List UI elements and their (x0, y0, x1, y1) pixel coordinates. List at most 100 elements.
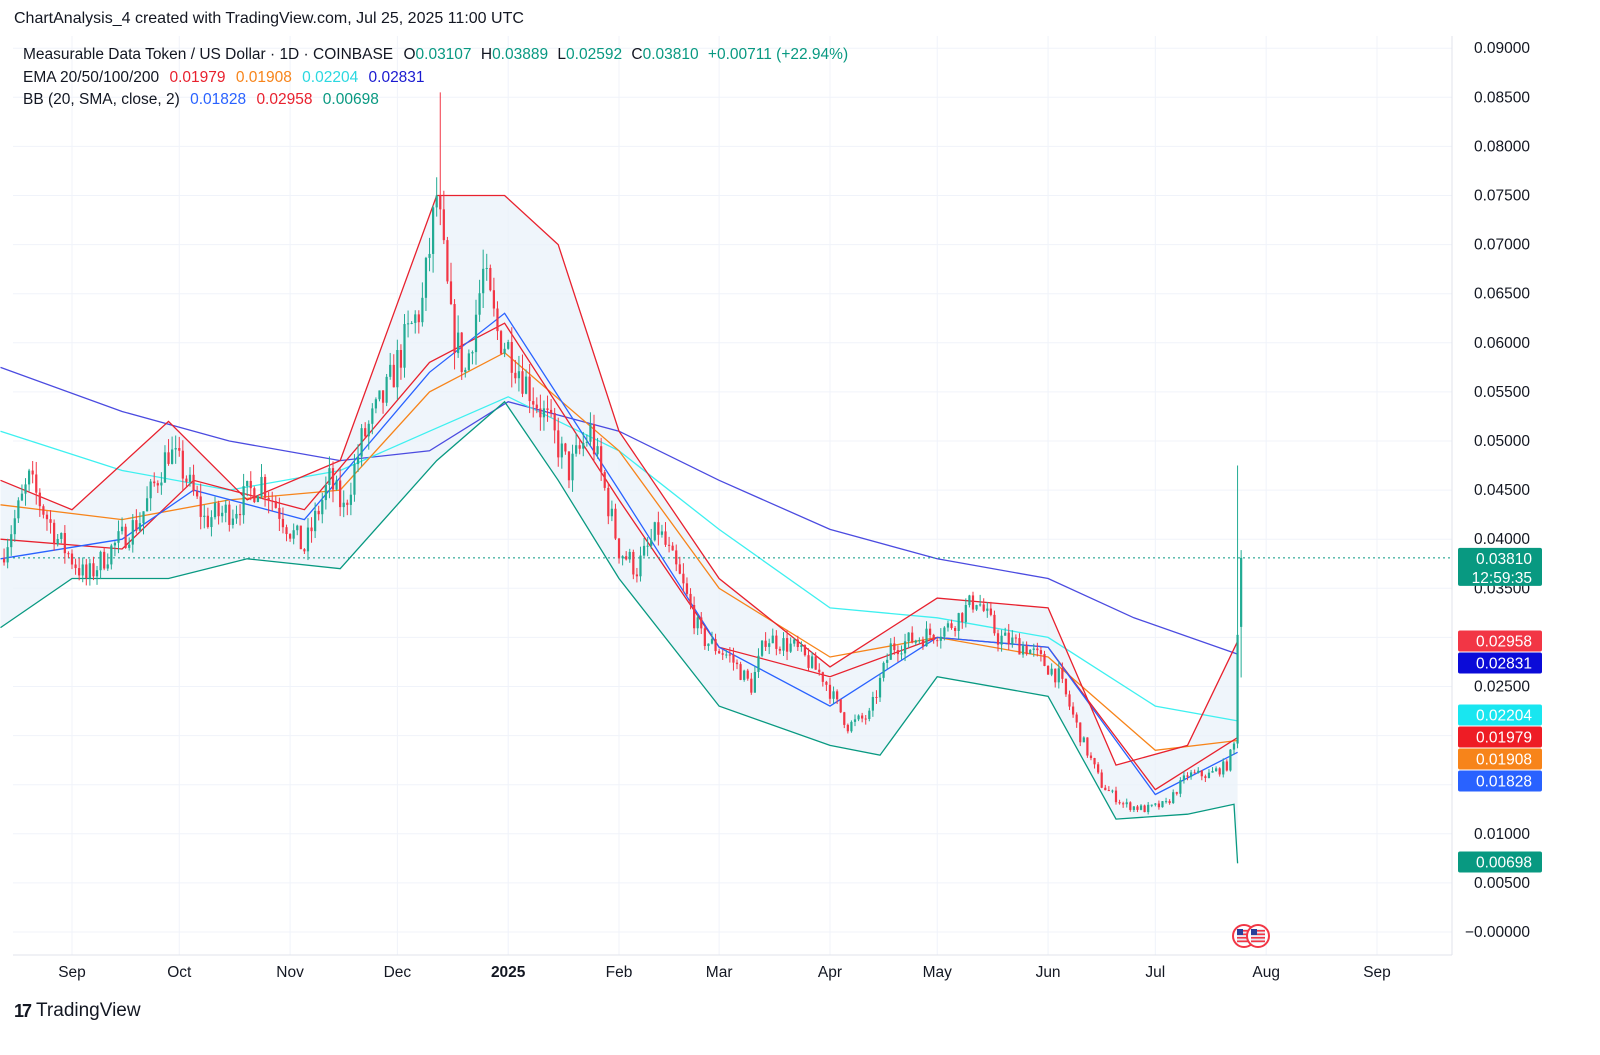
candle-body (521, 371, 524, 394)
candle-body (560, 443, 563, 458)
candle-body (1021, 645, 1025, 655)
x-tick-label: Apr (818, 964, 842, 981)
candle-body (828, 684, 832, 699)
candle-body (861, 715, 864, 719)
candle-body (457, 332, 460, 354)
bb-lower-value: 0.00698 (322, 91, 379, 108)
candle-body (732, 654, 735, 663)
candlesticks (2, 92, 1243, 815)
candle-body (60, 533, 63, 539)
candle-body (113, 542, 117, 546)
candle-body (1222, 761, 1225, 775)
candle-body (424, 257, 428, 298)
candle-body (728, 654, 731, 656)
bb-lower-label-bg (1458, 851, 1542, 873)
y-tick-label: 0.01000 (1474, 826, 1530, 843)
y-tick-label: 0.06000 (1474, 335, 1530, 352)
candle-body (224, 504, 227, 513)
candle-body (757, 655, 760, 672)
candle-body (1068, 694, 1071, 707)
candle-body (528, 376, 531, 402)
candle-body (1050, 668, 1053, 675)
candle-body (592, 424, 596, 455)
candle-body (900, 653, 903, 655)
y-tick-label: 0.09000 (1474, 40, 1530, 57)
candle-body (750, 678, 753, 693)
candle-body (414, 314, 417, 323)
bb-basis-value: 0.01828 (190, 91, 247, 108)
x-tick-label: Oct (167, 964, 192, 981)
flag-stripe (1237, 930, 1251, 932)
candle-body (853, 719, 857, 722)
candle-body (846, 724, 849, 732)
candle-body (625, 556, 628, 560)
candle-body (371, 408, 374, 424)
candle-body (1007, 632, 1010, 645)
candle-body (335, 480, 338, 490)
bollinger-fill (0, 195, 1238, 864)
candle-body (1100, 772, 1103, 788)
candle-body (542, 408, 546, 418)
candle-body (657, 522, 660, 535)
candle-body (385, 376, 388, 403)
candle-body (760, 640, 764, 656)
candle-body (928, 628, 932, 635)
bb-legend[interactable]: BB (20, SMA, close, 2) 0.01828 0.02958 0… (23, 91, 385, 109)
candle-body (185, 478, 188, 482)
candle-body (1168, 801, 1171, 804)
candle-body (135, 520, 138, 531)
candle-body (49, 519, 52, 523)
candle-body (896, 650, 900, 655)
candle-body (67, 553, 70, 555)
tradingview-logo[interactable]: 17 TradingView (14, 1000, 141, 1022)
ohlc-legend[interactable]: Measurable Data Token / US Dollar · 1D ·… (23, 46, 854, 64)
candle-body (650, 540, 653, 546)
y-tick-label: 0.07500 (1474, 188, 1530, 205)
candle-body (510, 341, 513, 373)
candle-body (664, 531, 667, 545)
y-tick-label: −0.00000 (1465, 924, 1530, 941)
candle-body (810, 656, 814, 668)
candle-body (950, 623, 953, 629)
candle-body (278, 507, 281, 519)
candle-body (356, 456, 360, 465)
candle-body (138, 523, 142, 531)
candle-body (685, 583, 689, 594)
x-tick-label: Sep (58, 964, 86, 981)
candle-body (1143, 805, 1146, 813)
candle-body (989, 608, 992, 615)
candle-body (682, 573, 685, 584)
x-tick-label: Dec (384, 964, 412, 981)
y-tick-label: 0.08500 (1474, 89, 1530, 106)
candle-body (1154, 803, 1157, 805)
candle-body (10, 534, 13, 548)
candle-body (449, 281, 453, 305)
candle-body (1186, 775, 1189, 777)
candle-body (1011, 637, 1014, 645)
candle-body (88, 563, 91, 579)
ema-legend[interactable]: EMA 20/50/100/200 0.01979 0.01908 0.0220… (23, 69, 431, 87)
candle-body (192, 474, 195, 492)
candle-body (1054, 668, 1057, 683)
candle-body (171, 449, 174, 464)
candle-body (181, 450, 184, 479)
candle-body (575, 445, 578, 454)
candle-body (1164, 801, 1168, 803)
flag-stripe (1251, 933, 1265, 936)
candle-body (1136, 806, 1139, 810)
flag-canton (1237, 929, 1243, 935)
candle-body (271, 500, 274, 502)
candle-body (421, 297, 424, 323)
candle-body (503, 348, 506, 354)
candle-body (578, 445, 581, 449)
candle-body (299, 525, 302, 550)
candle-body (199, 496, 202, 517)
candle-body (725, 654, 728, 656)
y-tick-label: 0.00500 (1474, 875, 1530, 892)
flag-canton (1251, 929, 1257, 935)
low-label: L (557, 46, 567, 63)
candle-body (399, 350, 403, 368)
y-tick-label: 0.04500 (1474, 482, 1530, 499)
candle-body (1093, 758, 1096, 765)
